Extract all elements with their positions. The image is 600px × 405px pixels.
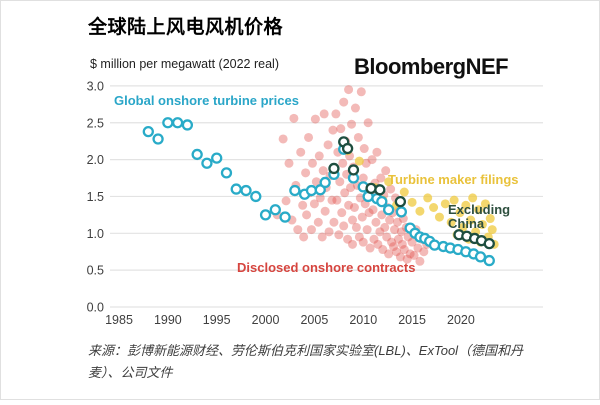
svg-text:0.5: 0.5 — [87, 264, 104, 278]
svg-text:3.0: 3.0 — [87, 79, 104, 93]
svg-text:2005: 2005 — [300, 313, 328, 327]
svg-text:1.5: 1.5 — [87, 190, 104, 204]
svg-text:2.5: 2.5 — [87, 116, 104, 130]
page-title: 全球陆上风电风机价格 — [88, 17, 284, 38]
label-excluding-china: Excluding China — [448, 202, 511, 232]
svg-text:2.0: 2.0 — [87, 153, 104, 167]
bloombergnef-logo: BloombergNEF — [354, 54, 509, 79]
label-global-onshore-turbine-prices: Global onshore turbine prices — [114, 93, 299, 108]
svg-text:1.0: 1.0 — [87, 227, 104, 241]
svg-text:2015: 2015 — [398, 313, 426, 327]
svg-text:1990: 1990 — [154, 313, 182, 327]
svg-text:1985: 1985 — [105, 313, 133, 327]
svg-text:0.0: 0.0 — [87, 301, 104, 315]
svg-text:2020: 2020 — [447, 313, 475, 327]
svg-text:1995: 1995 — [203, 313, 231, 327]
svg-text:2000: 2000 — [252, 313, 280, 327]
label-disclosed-onshore-contracts: Disclosed onshore contracts — [237, 260, 416, 275]
label-turbine-maker-filings: Turbine maker filings — [388, 172, 519, 187]
source-note: 来源：彭博新能源财经、劳伦斯伯克利国家实验室(LBL)、ExTool（德国和丹麦… — [88, 343, 524, 381]
chart-units-subtitle: $ million per megawatt (2022 real) — [90, 57, 279, 71]
svg-text:2010: 2010 — [349, 313, 377, 327]
